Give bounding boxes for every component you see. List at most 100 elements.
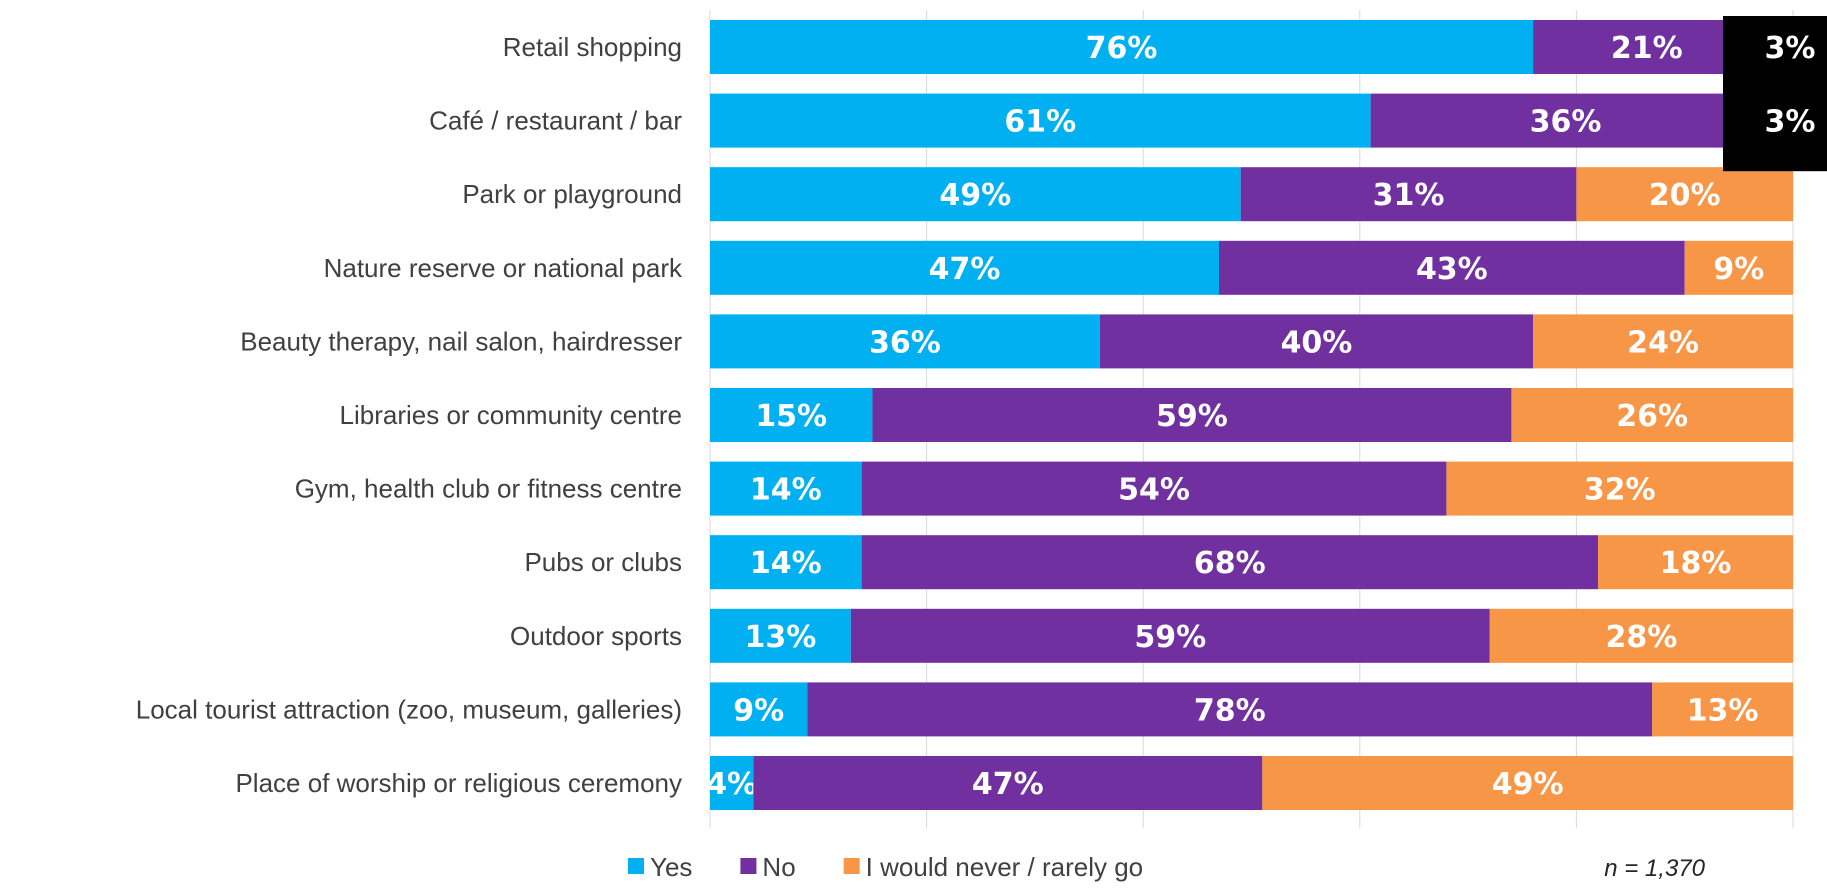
bar-segment — [1240, 167, 1577, 222]
data-label: 49% — [1492, 767, 1564, 802]
bar-segment — [710, 20, 1534, 74]
category-label: Outdoor sports — [510, 621, 682, 651]
bar-segment — [872, 388, 1512, 442]
data-label: 13% — [1687, 693, 1759, 728]
data-label: 49% — [939, 178, 1011, 213]
bar-segment — [753, 756, 1263, 810]
bar-segment — [1446, 461, 1793, 516]
legend: Yes No I would never / rarely go — [628, 852, 1143, 882]
data-label: 32% — [1584, 473, 1656, 508]
data-label: 18% — [1660, 546, 1732, 581]
data-label: 15% — [755, 399, 827, 434]
chart-row: Pubs or clubs 14% 68% 18% — [524, 535, 1793, 590]
legend-label: Yes — [650, 852, 692, 882]
bar-segment — [1598, 535, 1793, 590]
legend-label: No — [762, 852, 795, 882]
data-label: 26% — [1616, 399, 1688, 434]
bar-segment — [1533, 314, 1793, 369]
data-label: 54% — [1118, 473, 1190, 508]
data-label: 28% — [1605, 620, 1677, 655]
bar-segment — [1370, 93, 1761, 148]
bar-segment — [710, 682, 808, 737]
chart-row: Outdoor sports 13% 59% 28% — [510, 608, 1793, 663]
category-label: Gym, health club or fitness centre — [295, 474, 682, 504]
legend-swatch — [843, 858, 860, 874]
chart-row: Local tourist attraction (zoo, museum, g… — [136, 682, 1793, 737]
data-label: 4% — [706, 767, 757, 802]
bar-segment — [710, 314, 1100, 369]
category-label: Nature reserve or national park — [324, 253, 683, 283]
chart-row: Park or playground 49% 31% 20% — [462, 167, 1793, 222]
data-label: 61% — [1004, 105, 1076, 140]
chart-row: Libraries or community centre 15% 59% 26% — [340, 388, 1793, 442]
bar-segment — [710, 240, 1220, 295]
bar-segment — [710, 388, 873, 442]
data-label: 40% — [1281, 325, 1353, 360]
category-label: Beauty therapy, nail salon, hairdresser — [240, 326, 682, 356]
chart-row: Beauty therapy, nail salon, hairdresser 3… — [240, 314, 1793, 369]
bar-segment — [710, 93, 1371, 148]
bar-segment — [1099, 314, 1534, 369]
legend-item: No — [740, 852, 796, 882]
data-label: 43% — [1416, 252, 1488, 287]
legend-item: I would never / rarely go — [843, 852, 1143, 882]
data-label: 68% — [1194, 546, 1266, 581]
bar-segment — [1652, 682, 1793, 737]
data-label: 20% — [1649, 178, 1721, 213]
category-label: Local tourist attraction (zoo, museum, g… — [136, 694, 682, 724]
data-label: 76% — [1086, 31, 1158, 66]
category-label: Place of worship or religious ceremony — [235, 768, 682, 798]
category-label: Libraries or community centre — [340, 400, 682, 430]
bar-segment — [1684, 240, 1793, 295]
data-label: 14% — [750, 473, 822, 508]
data-label: 59% — [1134, 620, 1206, 655]
bar-segment — [1219, 240, 1685, 295]
bar-segment — [807, 682, 1653, 737]
bar-segment — [710, 461, 862, 516]
bar-segment — [710, 167, 1241, 222]
bar-segment — [861, 535, 1599, 590]
data-label: 59% — [1156, 399, 1228, 434]
data-label: 14% — [750, 546, 822, 581]
data-label: 13% — [744, 620, 816, 655]
category-label: Pubs or clubs — [524, 547, 682, 577]
data-label: 3% — [1765, 105, 1816, 140]
data-label: 9% — [733, 693, 784, 728]
category-label: Park or playground — [462, 179, 682, 209]
data-label: 36% — [869, 325, 941, 360]
sample-size-note: n = 1,370 — [1604, 855, 1705, 882]
bar-segment — [710, 756, 754, 810]
category-label: Café / restaurant / bar — [429, 106, 682, 136]
data-label: 9% — [1713, 252, 1764, 287]
bar-segment — [850, 608, 1490, 663]
bar-segment — [861, 461, 1447, 516]
label-highlight-box — [1723, 16, 1827, 172]
data-label: 47% — [929, 252, 1001, 287]
chart-row: Place of worship or religious ceremony 4%… — [235, 756, 1793, 810]
chart-row: Gym, health club or fitness centre 14% 54%… — [295, 461, 1793, 516]
bar-segment — [710, 608, 851, 663]
legend-swatch — [740, 858, 757, 874]
data-label: 24% — [1627, 325, 1699, 360]
data-label: 36% — [1530, 105, 1602, 140]
bar-segment — [1262, 756, 1793, 810]
data-label: 78% — [1194, 693, 1266, 728]
legend-item: Yes — [628, 852, 692, 882]
data-label: 47% — [972, 767, 1044, 802]
bar-segment — [1511, 388, 1793, 442]
legend-label: I would never / rarely go — [866, 852, 1143, 882]
bar-segment — [1489, 608, 1793, 663]
bar-segment — [710, 535, 862, 590]
bar-segment — [1533, 20, 1761, 74]
data-label: 31% — [1373, 178, 1445, 213]
legend-swatch — [628, 858, 644, 874]
chart-rows: Retail shopping 76% 21% 3% Café / restaurant… — [136, 16, 1827, 810]
chart-row: Nature reserve or national park 47% 43% 9% — [324, 240, 1793, 295]
data-label: 21% — [1611, 31, 1683, 66]
data-label: 3% — [1765, 31, 1816, 66]
category-label: Retail shopping — [503, 32, 682, 62]
bar-segment — [1576, 167, 1793, 222]
